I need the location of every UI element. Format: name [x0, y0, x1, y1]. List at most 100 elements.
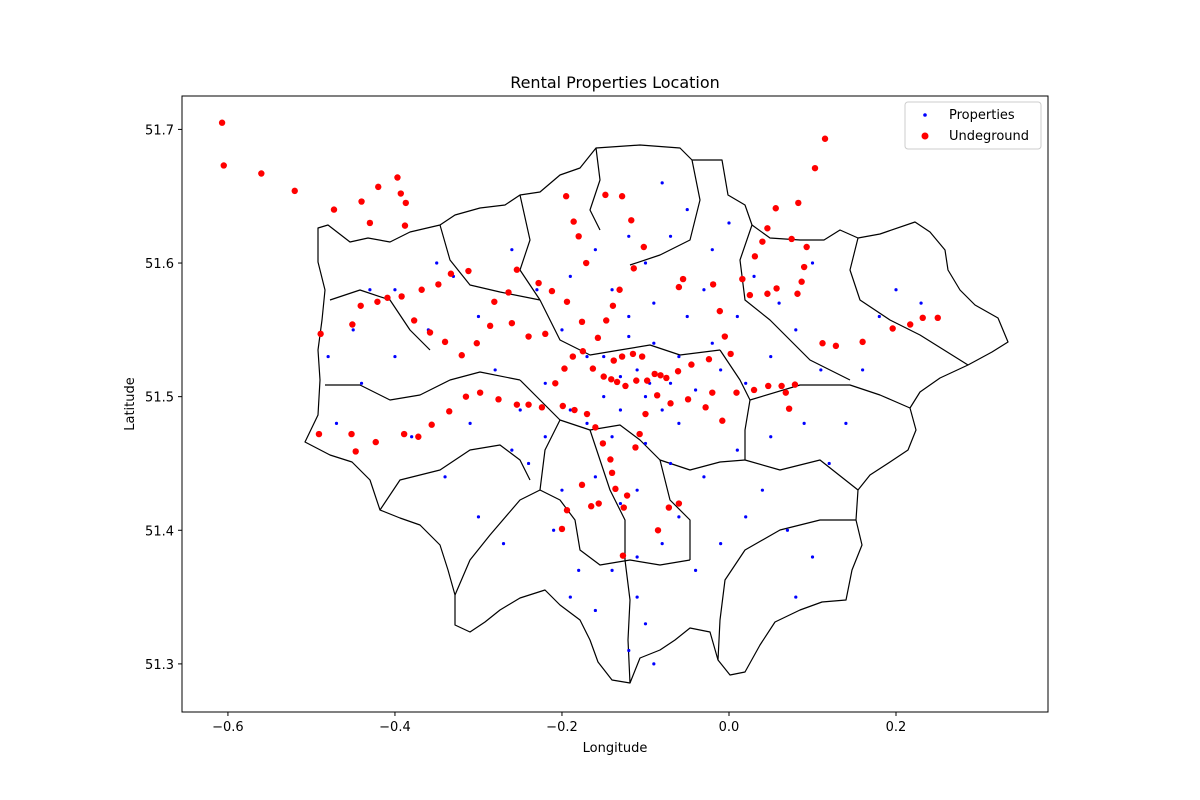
underground-station-point: [441, 338, 449, 346]
underground-station-point: [535, 279, 542, 287]
underground-station-point: [570, 218, 577, 225]
underground-station-point: [628, 217, 635, 224]
property-point: [810, 261, 815, 265]
property-point: [351, 328, 355, 332]
properties-series: [326, 181, 923, 666]
underground-station-point: [791, 381, 799, 388]
x-tick-label: −0.4: [379, 720, 411, 735]
property-point: [334, 421, 339, 425]
underground-station-point: [486, 322, 494, 330]
underground-station-point: [458, 352, 465, 359]
underground-station-point: [258, 170, 265, 177]
property-point: [618, 375, 623, 379]
property-point: [652, 341, 656, 345]
underground-station-point: [600, 373, 607, 380]
underground-station-point: [374, 298, 381, 305]
borough-boundary: [589, 429, 626, 560]
underground-station-point: [599, 440, 607, 447]
property-point: [593, 248, 597, 252]
property-point: [769, 354, 773, 359]
property-point: [635, 488, 639, 492]
underground-station-point: [612, 485, 619, 493]
underground-station-point: [220, 162, 227, 169]
y-tick-label: 51.5: [145, 391, 174, 406]
property-point: [710, 341, 714, 345]
underground-station-point: [384, 294, 391, 301]
property-point: [476, 314, 481, 319]
property-point: [785, 528, 790, 532]
underground-station-point: [934, 314, 941, 322]
property-point: [668, 461, 673, 466]
underground-station-point: [589, 365, 597, 372]
underground-station-point: [688, 361, 695, 368]
property-point: [627, 648, 631, 653]
underground-station-point: [651, 370, 658, 378]
underground-station-point: [667, 400, 674, 407]
underground-station-point: [702, 404, 709, 411]
property-point: [627, 314, 631, 319]
property-point: [560, 488, 564, 492]
underground-station-point: [562, 193, 570, 200]
property-point: [468, 421, 472, 425]
property-point: [660, 542, 664, 546]
underground-station-point: [558, 525, 566, 533]
property-point: [326, 354, 330, 359]
property-point: [760, 488, 764, 492]
underground-station-point: [788, 235, 795, 243]
underground-station-point: [919, 314, 926, 322]
underground-station-point: [583, 410, 591, 418]
underground-station-point: [719, 417, 726, 424]
underground-station-point: [751, 253, 759, 260]
borough-boundary: [659, 459, 691, 560]
underground-station-point: [358, 198, 365, 205]
property-point: [535, 288, 539, 292]
property-point: [635, 555, 639, 559]
underground-station-point: [372, 438, 379, 446]
underground-station-point: [447, 270, 455, 277]
underground-station-point: [525, 401, 532, 408]
property-point: [769, 435, 773, 439]
underground-station-point: [375, 183, 382, 191]
property-point: [719, 368, 723, 372]
x-tick-label: 0.0: [719, 720, 740, 735]
underground-station-point: [794, 290, 801, 297]
y-tick-label: 51.3: [145, 658, 174, 673]
property-point: [677, 421, 681, 425]
property-point: [685, 207, 689, 212]
y-axis-ticks: 51.3 51.4 51.5 51.6 51.7: [145, 123, 182, 673]
property-point: [668, 234, 673, 238]
underground-station-point: [709, 389, 716, 396]
property-point: [443, 475, 447, 479]
property-point: [393, 354, 397, 359]
underground-station-point: [716, 307, 724, 315]
underground-station-point: [579, 348, 587, 355]
property-point: [635, 368, 639, 372]
underground-station-point: [750, 386, 758, 394]
property-point: [719, 542, 723, 546]
property-point: [643, 441, 648, 446]
underground-station-point: [428, 421, 435, 428]
property-point: [702, 475, 706, 479]
underground-station-point: [709, 281, 717, 288]
underground-station-point: [357, 302, 364, 309]
underground-station-point: [800, 263, 808, 271]
underground-station-point: [811, 164, 819, 172]
underground-station-point: [640, 243, 648, 251]
underground-station-point: [446, 408, 453, 415]
underground-station-point: [663, 374, 670, 382]
property-point: [510, 248, 514, 252]
underground-station-point: [603, 317, 610, 324]
underground-station-point: [798, 278, 805, 285]
underground-station-point: [525, 333, 532, 340]
underground-station-point: [832, 342, 840, 350]
borough-boundary: [744, 459, 859, 491]
underground-station-point: [620, 504, 627, 511]
underground-station-point: [400, 430, 408, 438]
property-point: [702, 288, 706, 292]
x-axis-ticks: −0.6 −0.4 −0.2 0.0 0.2: [212, 712, 906, 735]
underground-station-point: [821, 135, 829, 142]
underground-station-point: [548, 287, 556, 295]
underground-station-point: [665, 504, 673, 511]
underground-station-point: [595, 500, 602, 507]
property-point: [877, 314, 881, 319]
